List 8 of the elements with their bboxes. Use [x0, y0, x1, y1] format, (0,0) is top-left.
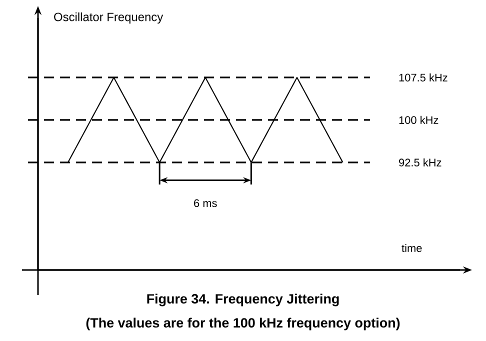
text: time	[402, 244, 422, 252]
y-tick-label: 100 kHz	[399, 116, 438, 124]
y-tick-label: 107.5 kHz	[399, 73, 448, 82]
text: (The values are for the 100 kHz frequency option)	[86, 318, 400, 330]
y-axis-title: Oscillator Frequency	[54, 12, 164, 24]
text: Figure 34. Frequency Jittering	[147, 294, 339, 306]
y-tick-label: 92.5 kHz	[399, 158, 442, 166]
annotation: 6 ms	[194, 199, 217, 208]
